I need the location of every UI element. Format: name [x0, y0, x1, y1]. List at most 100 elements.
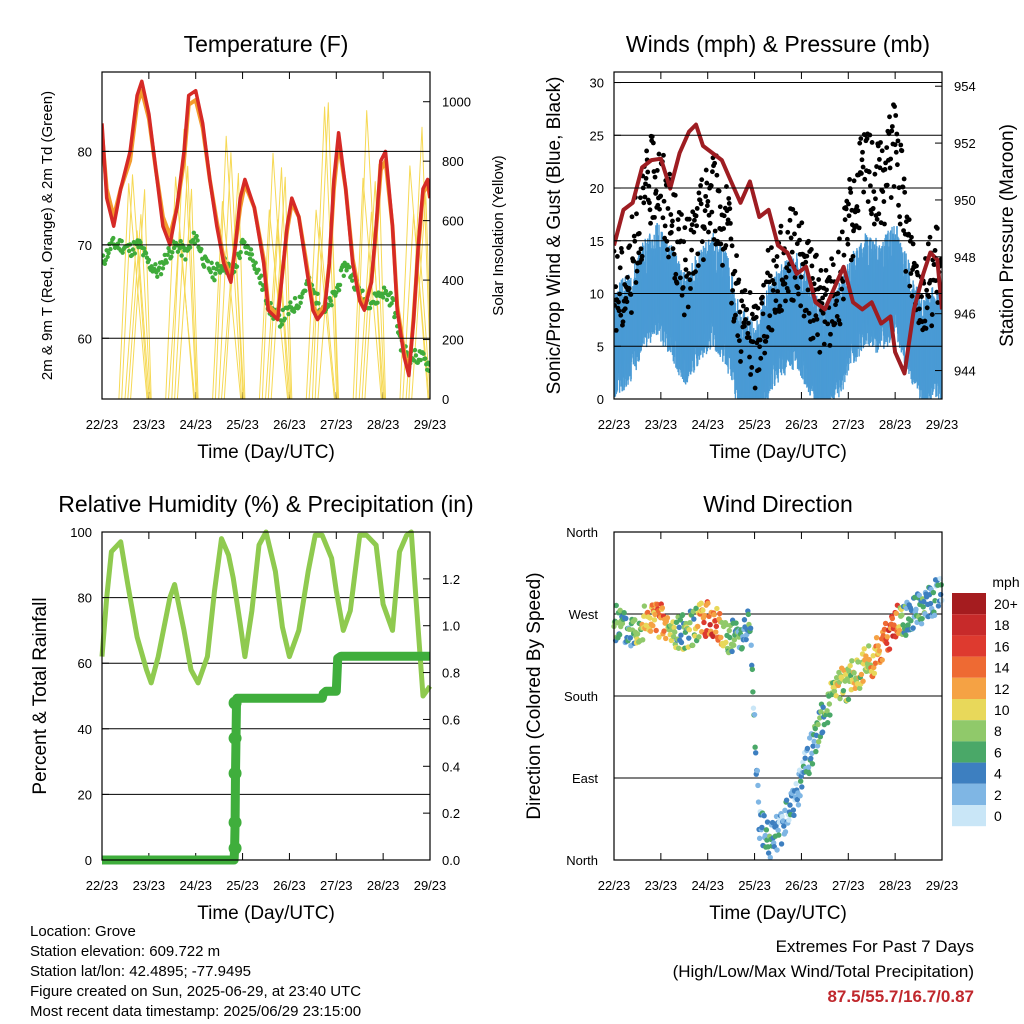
dewpoint-point	[165, 252, 170, 257]
gust-point	[798, 303, 804, 309]
direction-point	[799, 784, 805, 790]
rain-point	[228, 696, 242, 710]
gust-point	[860, 149, 865, 155]
direction-point	[879, 657, 885, 663]
gust-point	[862, 176, 868, 182]
solar-pulse	[411, 193, 430, 399]
chart-title: Winds (mph) & Pressure (mb)	[626, 31, 930, 57]
direction-point	[809, 761, 816, 767]
gust-point	[765, 247, 771, 253]
direction-point	[873, 634, 880, 641]
y2-tick-label: 400	[442, 273, 464, 288]
direction-point	[761, 813, 767, 819]
dewpoint-point	[153, 262, 158, 267]
gust-point	[702, 226, 707, 231]
direction-point	[647, 628, 654, 634]
direction-point	[810, 743, 816, 749]
gust-point	[839, 229, 845, 235]
y-axis-title: Station Pressure (Maroon)	[997, 124, 1018, 347]
gust-point	[734, 253, 739, 259]
direction-point	[919, 615, 925, 622]
gust-point	[726, 196, 732, 201]
dewpoint-point	[423, 356, 428, 361]
gust-point	[629, 214, 635, 220]
gust-point	[669, 223, 675, 229]
gust-point	[693, 213, 699, 219]
x-tick-label: 26/23	[785, 878, 818, 893]
direction-point	[617, 607, 623, 614]
x-tick-label: 27/23	[320, 417, 353, 432]
rh-line	[99, 529, 433, 699]
direction-point	[871, 670, 878, 677]
gust-point	[698, 183, 703, 188]
dewpoint-point	[347, 264, 352, 270]
extremes-info: Extremes For Past 7 Days (High/Low/Max W…	[673, 934, 974, 1009]
dewpoint-point	[299, 295, 304, 300]
dewpoint-point	[337, 282, 343, 288]
direction-point	[690, 642, 696, 648]
gust-point	[878, 140, 883, 145]
gust-point	[725, 217, 731, 223]
direction-point	[806, 735, 813, 741]
gust-point	[662, 223, 668, 229]
x-tick-label: 29/23	[414, 417, 447, 432]
gust-point	[656, 151, 662, 157]
dewpoint-point	[381, 285, 387, 290]
x-tick-label: 25/23	[738, 878, 771, 893]
gust-point	[752, 385, 758, 391]
legend-label: 16	[994, 638, 1010, 654]
direction-point	[675, 645, 682, 651]
direction-point	[872, 660, 879, 666]
gust-point	[692, 217, 697, 223]
gust-point	[636, 250, 642, 256]
direction-point	[776, 832, 782, 838]
dewpoint-point	[126, 248, 132, 254]
gust-point	[638, 195, 643, 201]
direction-point	[752, 744, 758, 750]
y-tick-label: 20	[590, 181, 604, 196]
gust-point	[906, 217, 912, 223]
gust-point	[938, 256, 942, 262]
dewpoint-point	[191, 230, 197, 236]
y-tick-label: 70	[78, 238, 92, 253]
solar-pulse	[130, 189, 152, 399]
y2-tick-label: 1.0	[442, 619, 460, 634]
direction-point	[700, 607, 706, 613]
direction-point	[698, 600, 704, 606]
direction-point	[652, 611, 658, 618]
gust-point	[926, 294, 932, 300]
gust-point	[771, 258, 777, 263]
direction-point	[687, 620, 693, 626]
gust-point	[694, 223, 700, 229]
direction-point	[824, 708, 830, 714]
x-tick-label: 27/23	[832, 878, 865, 893]
gust-point	[935, 300, 941, 305]
solar-pulse	[174, 165, 198, 399]
direction-point	[814, 743, 821, 749]
gust-point	[737, 309, 743, 315]
direction-point	[672, 629, 678, 635]
direction-point	[747, 625, 754, 631]
gust-point	[677, 275, 683, 281]
dewpoint-point	[328, 298, 333, 304]
gust-point	[670, 246, 676, 252]
gust-point	[714, 172, 720, 178]
gust-point	[643, 181, 648, 187]
direction-point	[749, 662, 755, 669]
direction-point	[876, 648, 883, 654]
gust-point	[704, 203, 710, 209]
solar-pulse	[358, 211, 385, 399]
direction-point	[726, 627, 732, 634]
gust-point	[668, 230, 674, 235]
y2-tick-label: 948	[954, 250, 976, 265]
direction-point	[679, 612, 686, 618]
direction-point	[847, 663, 853, 669]
x-tick-label: 27/23	[320, 878, 353, 893]
gust-point	[854, 204, 860, 209]
direction-point	[858, 671, 865, 678]
direction-point	[920, 604, 926, 610]
gust-point	[767, 313, 773, 319]
y-tick-label: 5	[597, 339, 604, 354]
direction-point	[783, 797, 790, 803]
gust-point	[736, 277, 742, 283]
